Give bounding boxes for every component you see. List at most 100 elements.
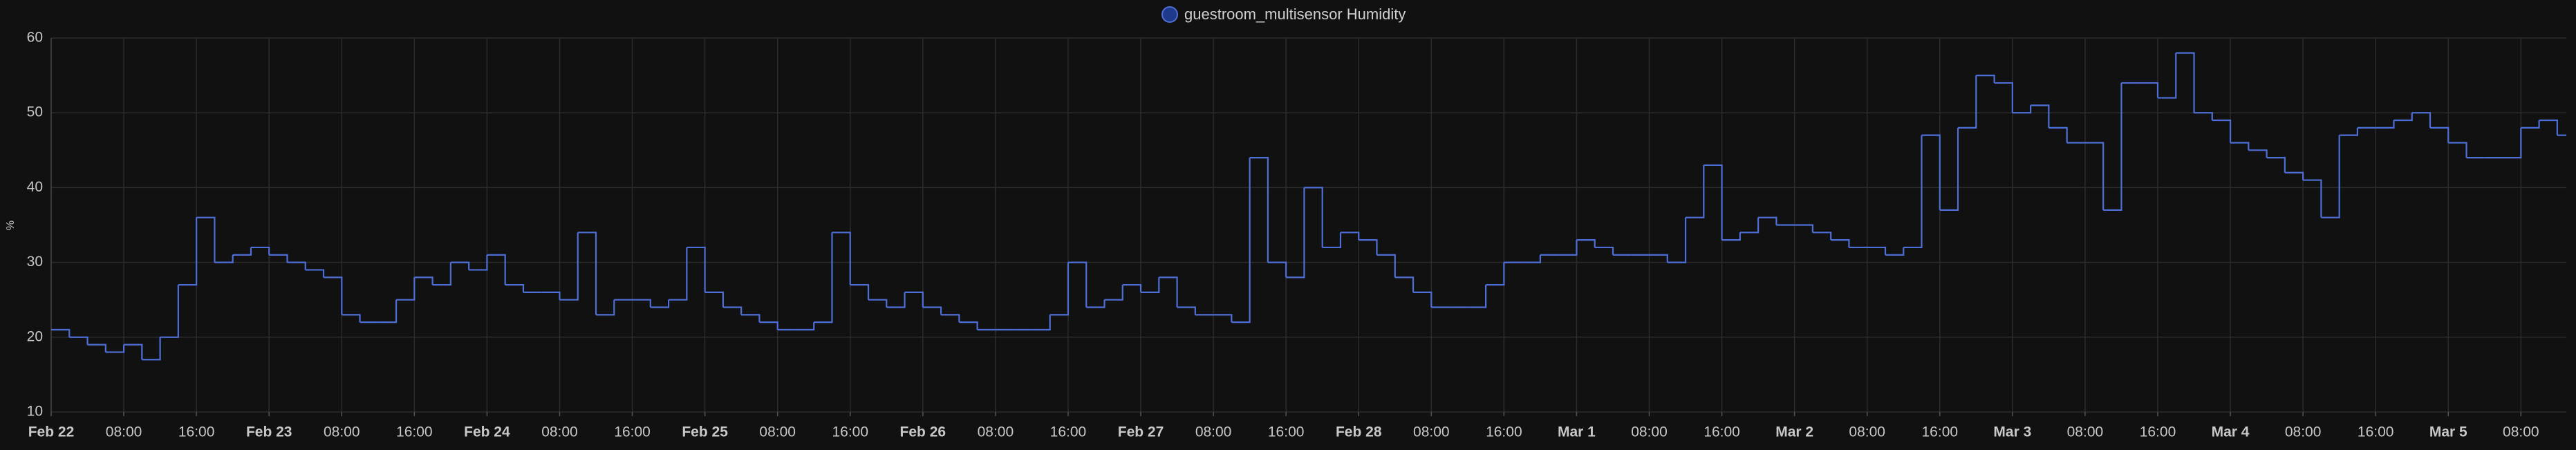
y-tick-label: 60 — [27, 30, 43, 46]
step-segment — [1049, 262, 1070, 316]
step-segment — [2376, 120, 2395, 129]
step-segment — [2539, 119, 2558, 135]
step-segment — [1758, 216, 1777, 225]
step-segment — [1249, 157, 1269, 263]
step-segment — [2284, 171, 2304, 180]
x-tick-label: 16:00 — [2358, 424, 2394, 440]
step-segment — [2393, 113, 2413, 122]
step-segment — [51, 328, 71, 337]
step-segment — [904, 291, 924, 308]
step-segment — [469, 254, 488, 271]
y-tick-label: 30 — [27, 254, 43, 270]
step-segment — [541, 291, 561, 300]
step-segment — [577, 232, 597, 315]
step-segment — [1958, 75, 1977, 129]
step-segment — [722, 306, 743, 315]
x-tick-label: 08:00 — [759, 424, 796, 440]
step-segment — [232, 247, 252, 256]
step-segment — [1467, 285, 1487, 308]
x-tick-label: 16:00 — [396, 424, 433, 440]
step-segment — [1159, 276, 1178, 308]
step-segment — [1976, 75, 1995, 83]
x-tick-label: 08:00 — [1849, 424, 1885, 440]
step-segment — [1994, 82, 2013, 113]
x-tick-label: Feb 28 — [1336, 424, 1382, 440]
step-segment — [1340, 232, 1360, 241]
x-tick-label: Feb 26 — [900, 424, 946, 440]
step-segment — [2448, 142, 2467, 158]
x-tick-label: 08:00 — [1631, 424, 1668, 440]
step-segment — [1322, 232, 1342, 249]
step-segment — [959, 321, 978, 330]
step-segment — [1067, 261, 1088, 308]
step-segment — [142, 337, 161, 361]
step-segment — [1104, 285, 1123, 301]
step-segment — [559, 232, 579, 301]
step-segment — [669, 247, 688, 301]
step-segment — [596, 299, 615, 316]
step-segment — [124, 344, 143, 360]
step-segment — [105, 344, 125, 353]
step-segment — [868, 299, 888, 308]
x-tick-label: 16:00 — [1050, 424, 1087, 440]
x-tick-label: Mar 4 — [2212, 424, 2250, 440]
step-segment — [741, 314, 760, 323]
step-segment — [1086, 299, 1105, 308]
step-segment — [342, 314, 361, 323]
step-segment — [1594, 246, 1614, 255]
step-segment — [814, 232, 833, 324]
y-axis-label: % — [5, 221, 17, 230]
x-tick-label: 16:00 — [1268, 424, 1305, 440]
legend-label[interactable]: guestroom_multisensor Humidity — [1184, 6, 1406, 23]
step-segment — [832, 232, 851, 285]
x-tick-label: Mar 3 — [1993, 424, 2031, 440]
step-segment — [2321, 135, 2340, 218]
step-segment — [941, 314, 960, 323]
step-segment — [2048, 126, 2068, 143]
step-segment — [305, 269, 325, 278]
step-segment — [886, 292, 906, 308]
step-segment — [2139, 82, 2159, 98]
step-segment — [1486, 262, 1505, 286]
step-segment — [1231, 158, 1251, 324]
legend[interactable]: guestroom_multisensor Humidity — [1161, 6, 1406, 23]
step-segment — [1867, 246, 1887, 255]
step-segment — [87, 344, 106, 353]
x-tick-label: 08:00 — [106, 424, 142, 440]
step-segment — [1304, 187, 1323, 247]
x-tick-label: 16:00 — [1704, 424, 1740, 440]
step-segment — [1794, 224, 1814, 233]
step-segment — [759, 321, 778, 330]
step-segment — [850, 283, 870, 300]
step-segment — [250, 246, 270, 255]
step-segment — [396, 277, 416, 301]
legend-swatch[interactable] — [1161, 6, 1178, 23]
step-segment — [69, 336, 88, 345]
step-segment — [2303, 179, 2322, 218]
step-segment — [505, 283, 525, 292]
step-segment — [2248, 149, 2268, 158]
x-tick-label: Feb 23 — [246, 424, 292, 440]
step-segment — [487, 254, 506, 285]
x-tick-label: Mar 5 — [2429, 424, 2467, 440]
step-segment — [160, 285, 179, 338]
step-segment — [1649, 254, 1668, 263]
step-segment — [269, 254, 288, 263]
x-tick-label: 08:00 — [978, 424, 1014, 440]
x-tick-label: 08:00 — [1413, 424, 1450, 440]
x-tick-label: 16:00 — [178, 424, 215, 440]
step-segment — [2212, 119, 2232, 143]
series-line — [51, 52, 2566, 361]
step-segment — [632, 299, 651, 308]
step-segment — [704, 291, 724, 308]
step-segment — [1739, 217, 1760, 234]
step-segment — [1267, 261, 1287, 278]
step-segment — [1939, 127, 1959, 211]
x-tick-label: 16:00 — [1486, 424, 1522, 440]
x-tick-label: 08:00 — [2067, 424, 2104, 440]
step-segment — [2503, 127, 2522, 159]
step-segment — [1686, 165, 1705, 218]
step-segment — [432, 262, 451, 286]
x-tick-label: Feb 27 — [1118, 424, 1164, 440]
step-segment — [2339, 127, 2359, 136]
